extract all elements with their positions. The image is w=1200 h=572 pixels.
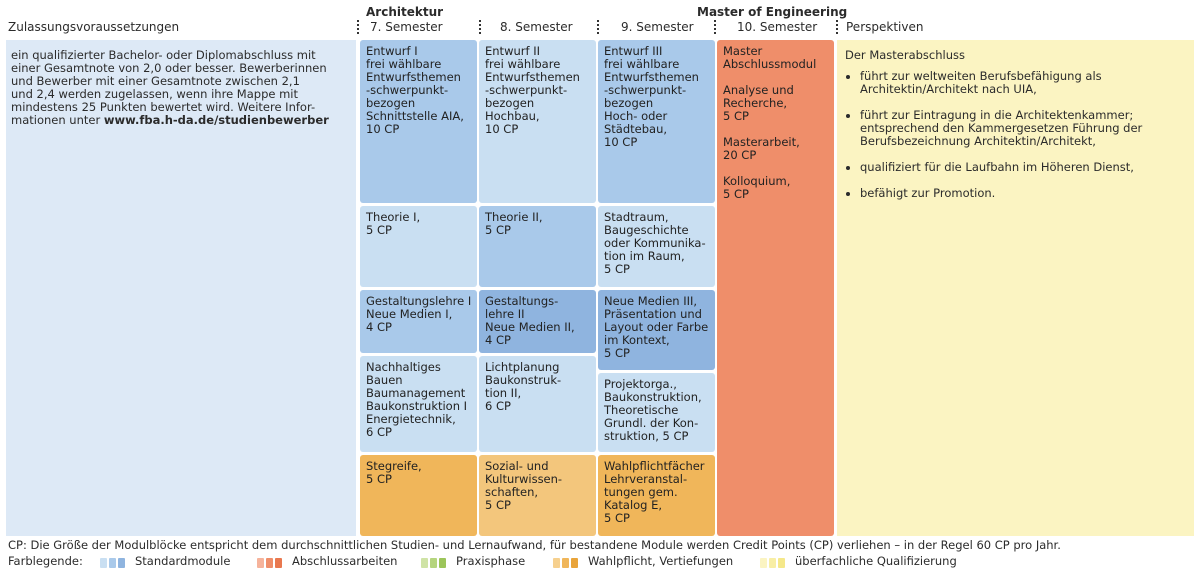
- cp-note: CP: Die Größe der Modulblöcke entspricht…: [8, 538, 1061, 552]
- divider-dots: [479, 19, 481, 35]
- perspektiven-list: führt zur weltweiten Berufsbefähigung al…: [845, 70, 1186, 200]
- perspektiven-item: qualifiziert für die Laufbahn im Höheren…: [860, 161, 1186, 174]
- module-theorie-1: Theorie I, 5 CP: [360, 206, 477, 287]
- header-sem10: 10. Semester: [737, 20, 818, 34]
- module-nachhaltiges-bauen: Nachhaltiges Bauen Baumanagement Baukonstru…: [360, 356, 477, 452]
- zulassung-line: ein qualifizierter Bachelor- oder Diplom…: [11, 48, 316, 62]
- module-master-abschluss: Master Abschlussmodul Analyse und Recherche…: [717, 40, 834, 536]
- zulassung-line: einer Gesamtnote von 2,0 oder besser. Be…: [11, 61, 327, 75]
- module-entwurf-2: Entwurf II frei wählbare Entwurfsthemen -sc…: [479, 40, 596, 203]
- legend-swatch: [257, 557, 284, 568]
- legend-title: Farblegende:: [8, 554, 83, 568]
- perspektiven-item: führt zur Eintragung in die Architektenk…: [860, 109, 1186, 148]
- header-sem8: 8. Semester: [500, 20, 573, 34]
- header-architektur: Architektur: [366, 5, 444, 19]
- module-projektorganisation: Projektorga., Baukonstruktion, Theoretisch…: [598, 373, 715, 452]
- module-sozial-kulturwissenschaften: Sozial- und Kulturwissen-schaften, 5 CP: [479, 455, 596, 536]
- legend-swatch: [760, 557, 787, 568]
- divider-dots: [357, 19, 359, 35]
- legend-swatch: [553, 557, 580, 568]
- perspektiven-panel: Der Masterabschluss führt zur weltweiten…: [837, 40, 1194, 536]
- module-gestaltungslehre-1: Gestaltungslehre I Neue Medien I, 4 CP: [360, 290, 477, 353]
- header-sem9: 9. Semester: [621, 20, 694, 34]
- header-sem7: 7. Semester: [370, 20, 443, 34]
- zulassung-line: mationen unter: [11, 113, 101, 127]
- module-lichtplanung: Lichtplanung Baukonstruk-tion II, 6 CP: [479, 356, 596, 452]
- legend-ueberfachlich: überfachliche Qualifizierung: [760, 554, 957, 568]
- header-perspektiven: Perspektiven: [846, 20, 924, 34]
- header-zulassung: Zulassungsvoraussetzungen: [8, 20, 180, 34]
- legend-abschlussarbeiten: Abschlussarbeiten: [257, 554, 397, 568]
- module-theorie-2: Theorie II, 5 CP: [479, 206, 596, 287]
- perspektiven-item: führt zur weltweiten Berufsbefähigung al…: [860, 70, 1186, 96]
- divider-dots: [597, 19, 599, 35]
- zulassung-line: mindestens 25 Punkten bewertet wird. Wei…: [11, 100, 316, 114]
- legend-swatch: [421, 557, 448, 568]
- divider-dots: [714, 19, 716, 35]
- zulassung-line: und Bewerber mit einer Gesamtnote zwisch…: [11, 74, 300, 88]
- module-neue-medien-3: Neue Medien III, Präsentation und Layout o…: [598, 290, 715, 370]
- legend-swatch: [100, 557, 127, 568]
- module-stadtraum: Stadtraum, Baugeschichte oder Kommunika-ti…: [598, 206, 715, 287]
- module-wahlpflichtfaecher: Wahlpflichtfächer Lehrveranstal-tungen ge…: [598, 455, 715, 536]
- legend-standardmodule: Standardmodule: [100, 554, 230, 568]
- divider-dots: [836, 19, 838, 35]
- module-gestaltungslehre-2: Gestaltungs-lehre II Neue Medien II, 4 CP: [479, 290, 596, 353]
- legend-praxisphase: Praxisphase: [421, 554, 525, 568]
- zulassung-link[interactable]: www.fba.h-da.de/studienbewerber: [103, 113, 329, 127]
- header-master: Master of Engineering: [697, 5, 848, 19]
- perspektiven-title: Der Masterabschluss: [845, 48, 966, 62]
- module-stegreife: Stegreife, 5 CP: [360, 455, 477, 536]
- legend-wahlpflicht: Wahlpflicht, Vertiefungen: [553, 554, 733, 568]
- zulassung-panel: ein qualifizierter Bachelor- oder Diplom…: [6, 40, 356, 536]
- perspektiven-item: befähigt zur Promotion.: [860, 187, 1186, 200]
- zulassung-line: und 2,4 werden zugelassen, wenn ihre Map…: [11, 87, 299, 101]
- module-entwurf-3: Entwurf III frei wählbare Entwurfsthemen -s…: [598, 40, 715, 203]
